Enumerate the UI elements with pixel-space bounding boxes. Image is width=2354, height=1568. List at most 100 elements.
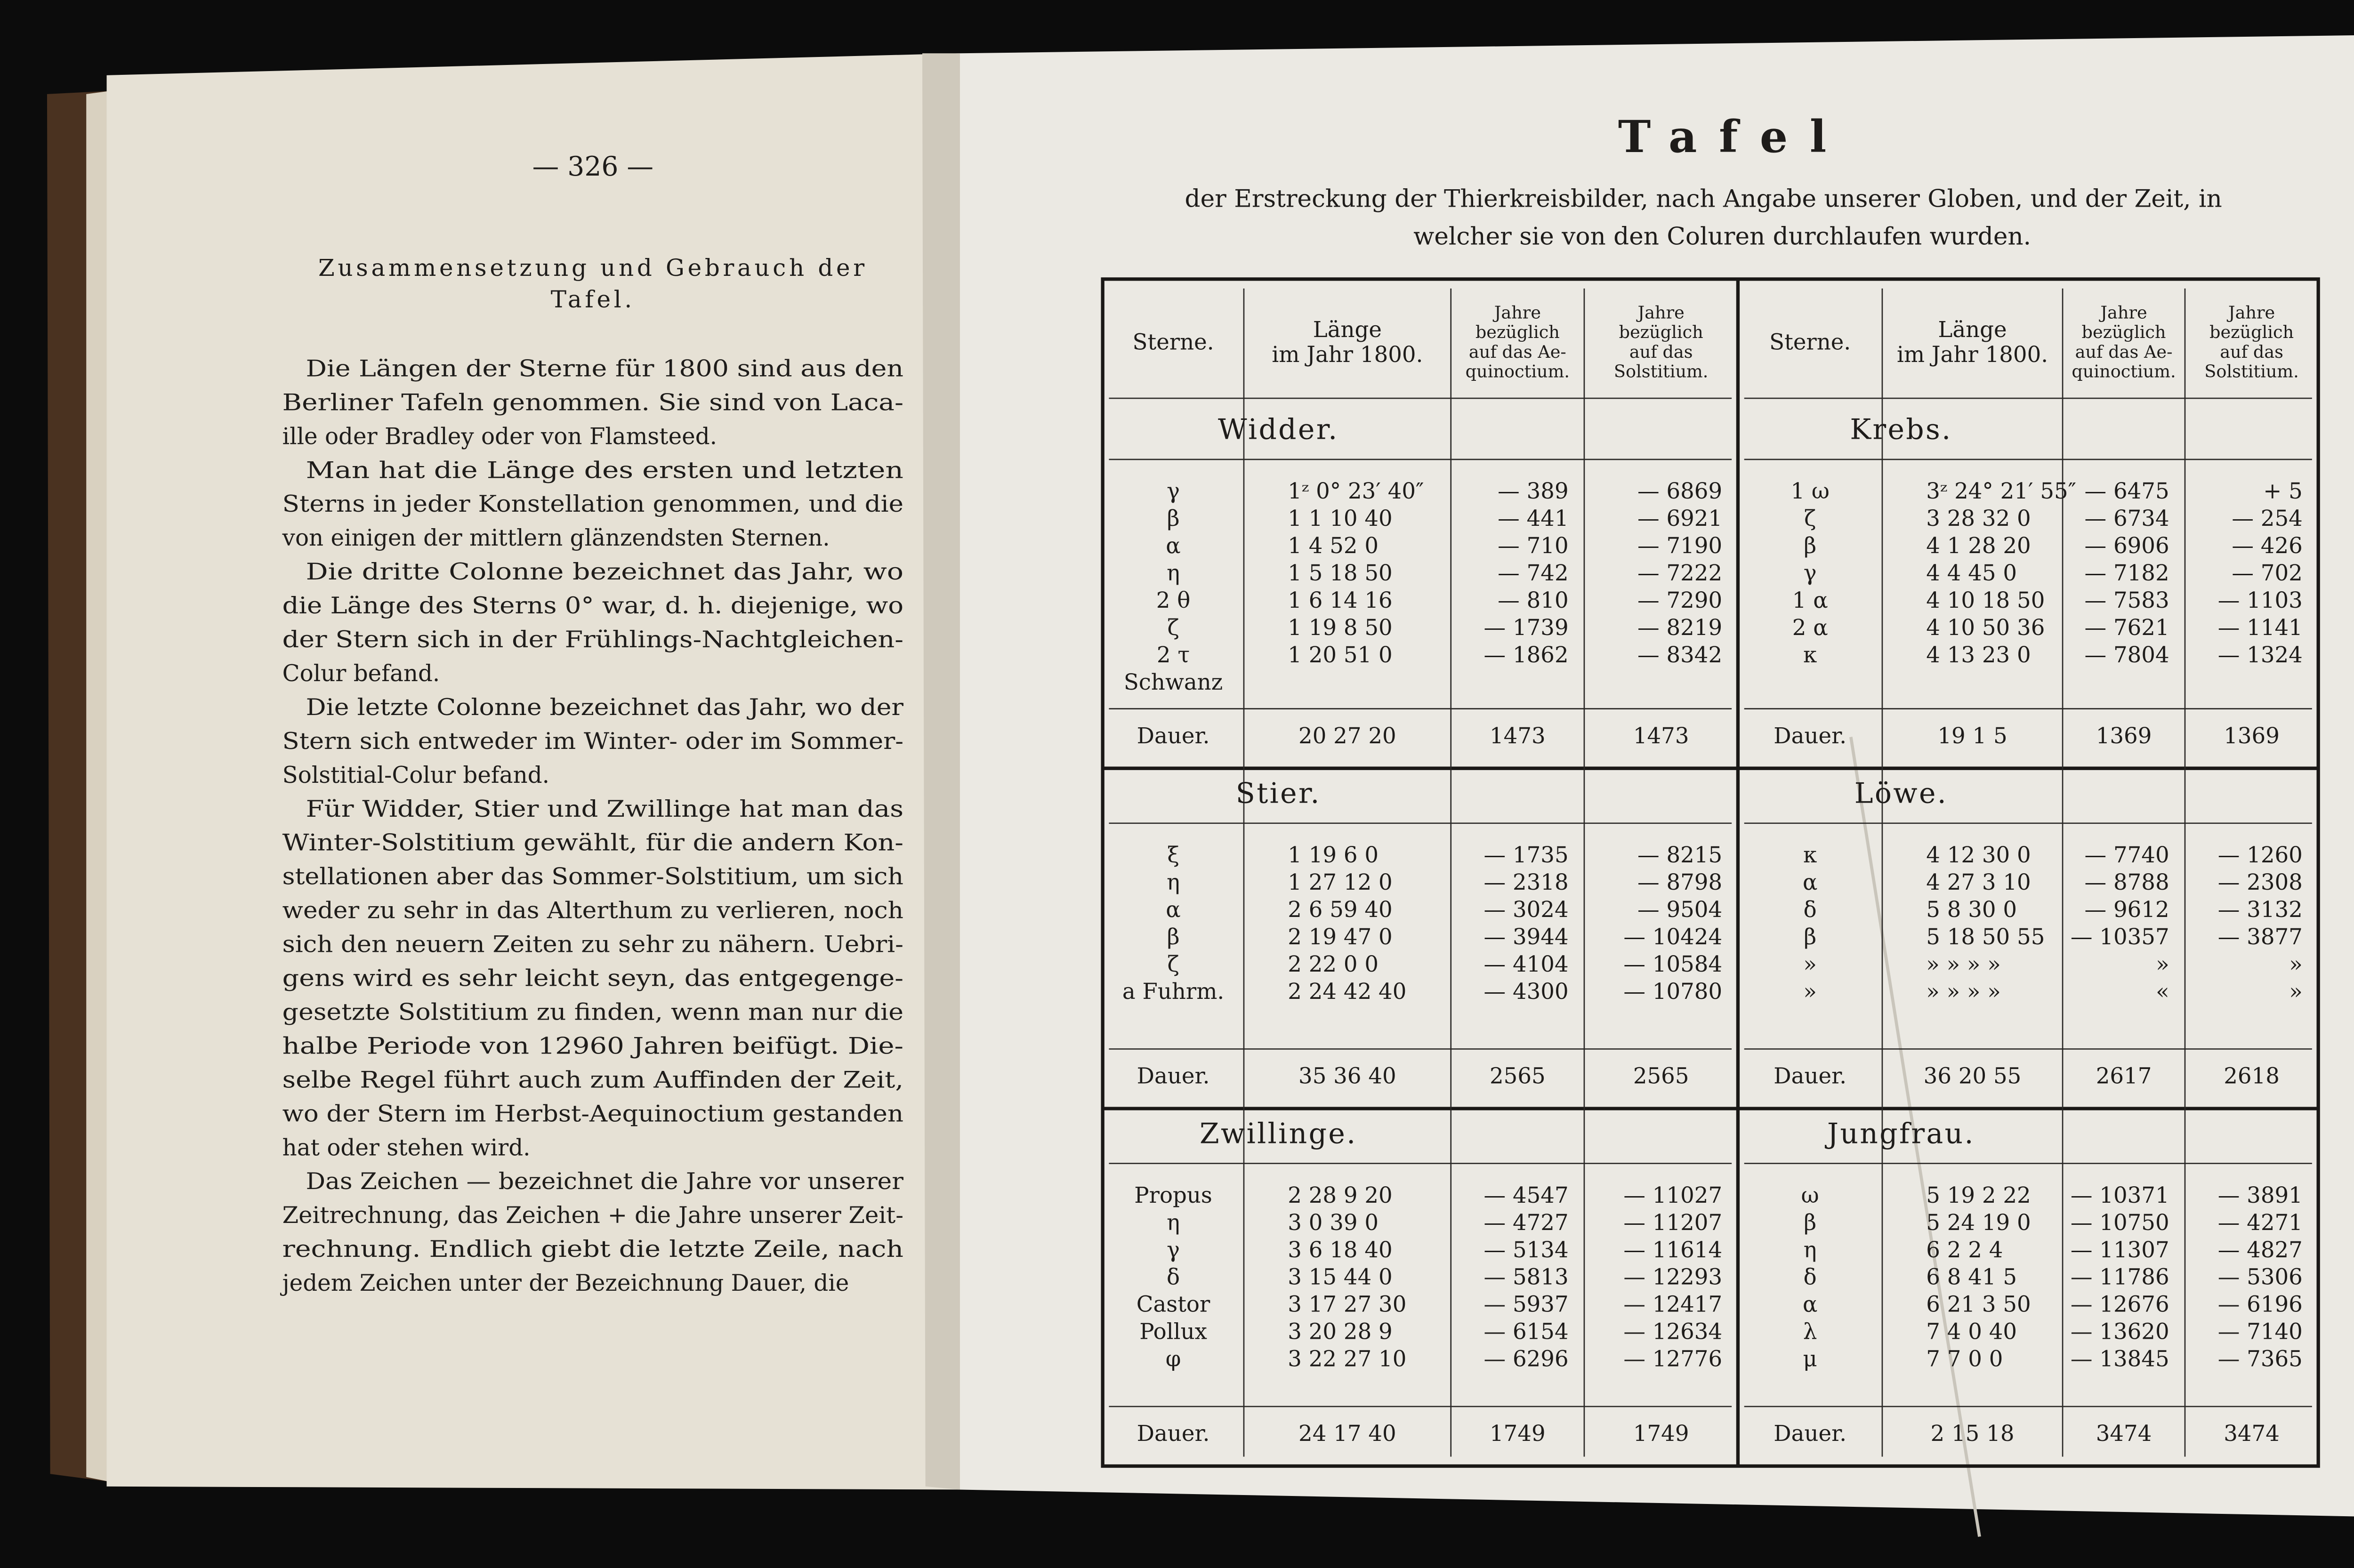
year-cell: — 10424: [1623, 924, 1722, 949]
longitude-cell: 3 17 27 30: [1288, 1292, 1406, 1317]
table-frame: [1101, 277, 2320, 1468]
paragraph-line: Berliner Tafeln genommen. Sie sind von L…: [282, 389, 903, 416]
longitude-cell: 4 13 23 0: [1926, 642, 2031, 667]
paragraph-line: Die Längen der Sterne für 1800 sind aus …: [306, 355, 903, 382]
year-cell: — 2318: [1484, 869, 1569, 895]
fold-crease: [1849, 737, 1981, 1537]
year-cell: — 12634: [1623, 1319, 1722, 1344]
star-name: ζ: [1804, 506, 1816, 531]
constellation-name: Stier.: [1236, 777, 1321, 810]
year-cell: — 3944: [1484, 924, 1569, 949]
paragraph-line: Zeitrechnung, das Zeichen + die Jahre un…: [282, 1202, 903, 1229]
year-cell: — 11027: [1623, 1182, 1722, 1208]
year-cell: — 3877: [2218, 924, 2303, 949]
header-cell: Länge: [1938, 317, 2007, 342]
star-name: β: [1167, 924, 1180, 949]
star-name: 1 α: [1792, 587, 1828, 613]
star-name: ζ: [1167, 615, 1179, 640]
longitude-cell: 6 8 41 5: [1926, 1264, 2017, 1290]
header-cell: auf das: [2220, 342, 2283, 362]
constellation-name: Löwe.: [1854, 777, 1948, 810]
longitude-cell: 4 12 30 0: [1926, 842, 2031, 868]
year-cell: — 11207: [1623, 1210, 1722, 1235]
paragraph-line: von einigen der mittlern glänzendsten St…: [282, 525, 830, 551]
longitude-cell: 6 21 3 50: [1926, 1292, 2031, 1317]
year-cell: — 6196: [2218, 1292, 2303, 1317]
year-cell: — 710: [1498, 533, 1568, 558]
constellation-name: Krebs.: [1850, 413, 1952, 446]
year-cell: — 10371: [2071, 1182, 2169, 1208]
paragraph-line: Die letzte Colonne bezeichnet das Jahr, …: [306, 694, 904, 721]
star-name: a Fuhrm.: [1122, 979, 1224, 1004]
dauer-label: Dauer.: [1774, 1421, 1846, 1446]
paragraph-line: die Länge des Sterns 0° war, d. h. dieje…: [282, 593, 903, 619]
star-name: ω: [1801, 1182, 1819, 1208]
star-name: δ: [1804, 1264, 1817, 1290]
dauer-value: 3474: [2224, 1421, 2280, 1446]
longitude-cell: 1 20 51 0: [1288, 642, 1392, 667]
longitude-cell: 2 19 47 0: [1288, 924, 1392, 949]
year-cell: — 10357: [2071, 924, 2169, 949]
longitude-cell: 1 1 10 40: [1288, 506, 1392, 531]
longitude-cell: 7 4 0 40: [1926, 1319, 2017, 1344]
dauer-value: 2 15 18: [1931, 1421, 2015, 1446]
longitude-cell: 5 8 30 0: [1926, 897, 2017, 922]
year-cell: — 4827: [2218, 1237, 2303, 1262]
year-cell: — 4271: [2218, 1210, 2303, 1235]
longitude-cell: » » » »: [1926, 979, 2001, 1004]
star-name: β: [1167, 506, 1180, 531]
header-cell: im Jahr 1800.: [1272, 342, 1423, 367]
header-cell: Sterne.: [1769, 329, 1851, 354]
page-number: — 326 —: [532, 151, 653, 182]
header-cell: auf das: [1629, 342, 1693, 362]
year-cell: — 8788: [2085, 869, 2169, 895]
year-cell: — 7222: [1637, 560, 1722, 586]
year-cell: — 4547: [1484, 1182, 1569, 1208]
star-name: ζ: [1167, 951, 1179, 977]
paragraph-line: weder zu sehr in das Alterthum zu verlie…: [282, 898, 903, 924]
header-cell: im Jahr 1800.: [1897, 342, 2048, 367]
table-subtitle: welcher sie von den Coluren durchlaufen …: [1413, 223, 2031, 251]
year-cell: — 3132: [2218, 897, 2303, 922]
dauer-value: 35 36 40: [1298, 1063, 1396, 1089]
dauer-label: Dauer.: [1774, 1063, 1846, 1089]
year-cell: — 3024: [1484, 897, 1569, 922]
star-name: ξ: [1167, 842, 1179, 868]
longitude-cell: 3 6 18 40: [1288, 1237, 1392, 1262]
star-name: Castor: [1137, 1292, 1210, 1317]
page-edges: [86, 91, 110, 1482]
dauer-value: 2617: [2096, 1063, 2152, 1089]
header-cell: auf das Ae-: [1469, 342, 1566, 362]
longitude-cell: 1 27 12 0: [1288, 869, 1392, 895]
star-name: λ: [1803, 1319, 1817, 1344]
year-cell: — 7740: [2085, 842, 2169, 868]
table-subtitle: der Erstreckung der Thierkreisbilder, na…: [1185, 185, 2222, 213]
paragraph-line: der Stern sich in der Frühlings-Nachtgle…: [282, 627, 903, 653]
year-cell: — 6734: [2085, 506, 2169, 531]
year-cell: — 8342: [1637, 642, 1722, 667]
star-name: »: [1803, 951, 1817, 977]
paragraph-line: gens wird es sehr leicht seyn, das entge…: [282, 965, 903, 992]
star-name: δ: [1167, 1264, 1180, 1290]
section-heading: Tafel.: [551, 286, 635, 313]
paragraph-line: Das Zeichen — bezeichnet die Jahre vor u…: [306, 1168, 904, 1195]
header-cell: bezüglich: [1619, 322, 1703, 342]
year-cell: — 6154: [1484, 1319, 1569, 1344]
dauer-label: Dauer.: [1137, 723, 1210, 748]
year-cell: — 2308: [2218, 869, 2303, 895]
year-cell: — 4727: [1484, 1210, 1569, 1235]
longitude-cell: 3 20 28 9: [1288, 1319, 1392, 1344]
year-cell: — 742: [1498, 560, 1568, 586]
header-cell: Sterne.: [1133, 329, 1214, 354]
star-name: η: [1167, 869, 1180, 895]
year-cell: — 12776: [1623, 1346, 1722, 1372]
paragraph-line: sich den neuern Zeiten zu sehr zu nähern…: [282, 932, 903, 958]
year-cell: — 1260: [2218, 842, 2303, 868]
longitude-cell: 7 7 0 0: [1926, 1346, 2003, 1372]
constellation-name: Zwillinge.: [1200, 1117, 1357, 1150]
longitude-cell: 5 24 19 0: [1926, 1210, 2031, 1235]
year-cell: — 1141: [2218, 615, 2303, 640]
paragraph-line: wo der Stern im Herbst-Aequinoctium gest…: [282, 1101, 903, 1127]
year-cell: + 5: [2263, 478, 2303, 504]
year-cell: — 702: [2232, 560, 2302, 586]
